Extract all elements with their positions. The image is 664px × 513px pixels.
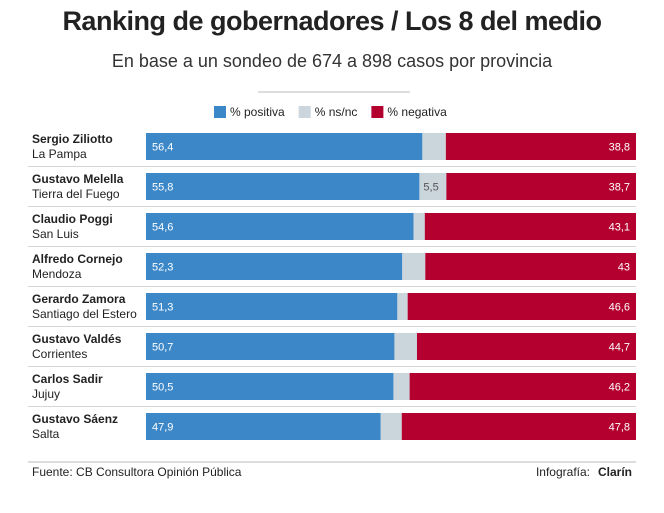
value-label: 51,3	[152, 301, 173, 313]
category-sublabel: Salta	[32, 427, 60, 441]
value-label: 38,7	[609, 181, 630, 193]
category-label: Gustavo Valdés	[32, 332, 122, 346]
category-label: Gustavo Melella	[32, 172, 124, 186]
value-label: 43	[618, 261, 630, 273]
category-sublabel: La Pampa	[32, 147, 87, 161]
bar-segment	[146, 133, 423, 160]
bar-segment	[146, 373, 394, 400]
category-sublabel: Tierra del Fuego	[32, 187, 120, 201]
category-label: Claudio Poggi	[32, 212, 113, 226]
bar-segment	[393, 373, 410, 400]
legend-label: % ns/nc	[315, 105, 358, 119]
bar-segment	[146, 173, 420, 200]
category-label: Gerardo Zamora	[32, 292, 126, 306]
bar-segment	[425, 253, 636, 280]
bar-segment	[445, 133, 636, 160]
value-label: 56,4	[152, 141, 173, 153]
category-sublabel: San Luis	[32, 227, 79, 241]
category-sublabel: Santiago del Estero	[32, 307, 137, 321]
credit-brand: Clarín	[598, 465, 632, 479]
bar-segment	[146, 413, 381, 440]
legend-label: % positiva	[230, 105, 285, 119]
bar-segment	[380, 413, 402, 440]
legend-swatch	[214, 106, 226, 118]
chart-title: Ranking de gobernadores / Los 8 del medi…	[62, 6, 601, 36]
bar-segment	[409, 373, 636, 400]
bar-segment	[407, 293, 636, 320]
bar-segment	[397, 293, 408, 320]
value-label: 46,6	[609, 301, 630, 313]
legend-swatch	[298, 106, 311, 118]
value-label: 50,7	[152, 341, 173, 353]
bar-segment	[401, 413, 636, 440]
category-label: Gustavo Sáenz	[32, 412, 118, 426]
bar-segment	[146, 213, 414, 240]
category-label: Carlos Sadir	[32, 372, 103, 386]
value-label: 43,1	[609, 221, 630, 233]
category-label: Alfredo Cornejo	[32, 252, 123, 266]
value-label: 50,5	[152, 381, 173, 393]
value-label: 38,8	[609, 141, 630, 153]
bar-segment	[446, 173, 636, 200]
source: Fuente: CB Consultora Opinión Pública	[32, 465, 242, 479]
bar-segment	[419, 173, 447, 200]
category-sublabel: Jujuy	[32, 387, 60, 401]
legend-swatch	[371, 106, 384, 118]
value-label: 52,3	[152, 261, 173, 273]
value-label: 46,2	[609, 381, 630, 393]
bar-segment	[422, 133, 446, 160]
bar-segment	[416, 333, 636, 360]
value-label: 55,8	[152, 181, 173, 193]
bar-segment	[146, 333, 395, 360]
category-label: Sergio Ziliotto	[32, 132, 113, 146]
value-label: 44,7	[609, 341, 630, 353]
category-sublabel: Mendoza	[32, 267, 82, 281]
chart-subtitle: En base a un sondeo de 674 a 898 casos p…	[112, 51, 553, 71]
bar-segment	[424, 213, 636, 240]
category-sublabel: Corrientes	[32, 347, 87, 361]
value-label: 54,6	[152, 221, 173, 233]
bar-segment	[394, 333, 417, 360]
legend-label: % negativa	[387, 105, 447, 119]
credit: Infografía:	[536, 465, 590, 479]
bar-segment	[413, 213, 425, 240]
bar-segment	[146, 253, 403, 280]
bar-segment	[402, 253, 426, 280]
value-label: 47,9	[152, 421, 173, 433]
value-label: 5,5	[423, 181, 438, 193]
value-label: 47,8	[609, 421, 630, 433]
bar-segment	[146, 293, 398, 320]
